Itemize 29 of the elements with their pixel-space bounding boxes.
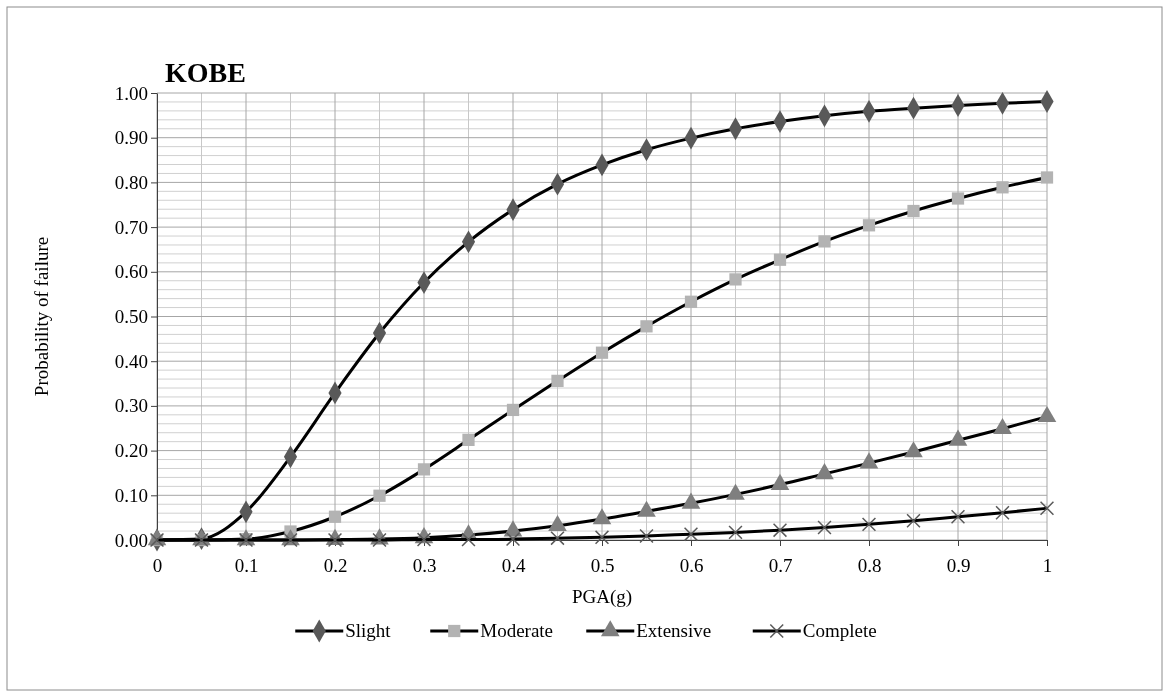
legend-label: Slight [345,620,392,641]
y-tick-label: 0.00 [114,529,148,551]
chart-title: KOBE [165,57,246,88]
y-tick-label: 0.30 [114,395,148,417]
x-tick-label: 0.6 [679,554,704,576]
y-tick-label: 0.60 [114,261,148,283]
x-axis-title: PGA(g) [571,586,633,608]
x-tick-label: 0.9 [946,554,971,576]
x-tick-label: 0 [152,554,163,576]
y-tick-label: 0.70 [114,216,148,238]
y-tick-label: 0.20 [114,440,148,462]
x-tick-label: 0.4 [501,554,526,576]
x-tick-label: 1 [1042,554,1053,576]
x-tick-label: 0.2 [323,554,348,576]
y-tick-label: 1.00 [114,82,148,104]
legend-label: Extensive [636,620,712,641]
y-axis-title: Probability of failure [31,236,52,397]
legend-label: Moderate [480,620,554,641]
y-tick-label: 0.80 [114,171,148,193]
y-tick-label: 0.10 [114,484,148,506]
x-tick-label: 0.7 [768,554,793,576]
y-tick-label: 0.40 [114,350,148,372]
y-tick-label: 0.50 [114,306,148,328]
x-tick-label: 0.8 [857,554,882,576]
y-tick-label: 0.90 [114,127,148,149]
legend-label: Complete [802,620,877,641]
x-tick-label: 0.1 [234,554,259,576]
x-tick-label: 0.3 [412,554,437,576]
x-tick-label: 0.5 [590,554,615,576]
